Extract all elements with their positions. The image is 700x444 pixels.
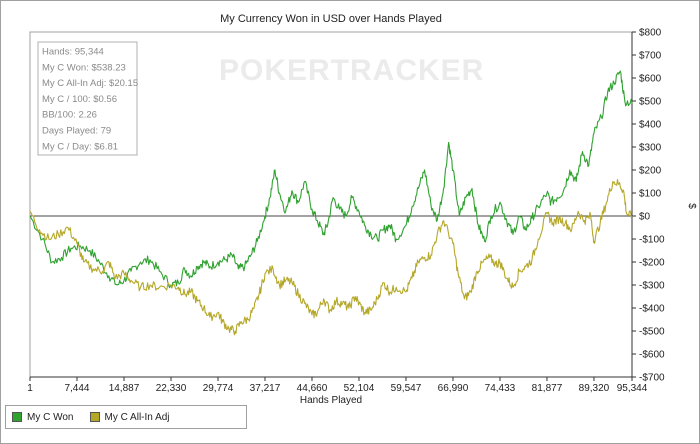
stats-line: Days Played: 79 <box>42 126 111 137</box>
x-tick-label: 59,547 <box>391 383 422 394</box>
y-tick-label: -$700 <box>639 373 665 384</box>
x-tick-label: 81,877 <box>532 383 563 394</box>
stats-box <box>37 41 138 156</box>
x-tick-label: 66,990 <box>438 383 469 394</box>
y-tick-label: -$300 <box>639 281 665 292</box>
y-tick-label: -$400 <box>639 304 665 315</box>
y-tick-label: -$100 <box>639 235 665 246</box>
y-tick-label: $400 <box>639 120 662 131</box>
y-tick-label: $600 <box>639 74 662 85</box>
stats-line: My C / Day: $6.81 <box>42 141 118 152</box>
series-line-won <box>29 70 633 289</box>
y-tick-label: $500 <box>639 97 662 108</box>
y-tick-label: -$500 <box>639 327 665 338</box>
y-axis-label: $ <box>686 203 697 209</box>
x-tick-label: 44,660 <box>297 383 328 394</box>
stats-line: BB/100: 2.26 <box>42 110 97 121</box>
stats-line: My C / 100: $0.56 <box>42 94 117 105</box>
legend-item-allin-adj[interactable]: My C All-In Adj <box>89 411 170 423</box>
y-tick-label: -$200 <box>639 258 665 269</box>
x-tick-label: 74,433 <box>485 383 516 394</box>
stats-line: Hands: 95,344 <box>42 47 104 58</box>
x-tick-label: 22,330 <box>156 383 187 394</box>
y-tick-label: $800 <box>639 28 662 39</box>
legend-label-won: My C Won <box>27 411 74 423</box>
x-tick-label: 1 <box>27 383 33 394</box>
legend-swatch-won <box>12 412 22 422</box>
stats-line: My C All-In Adj: $20.15 <box>42 78 138 89</box>
y-tick-label: $100 <box>639 189 662 200</box>
stats-line: My C Won: $538.23 <box>42 62 126 73</box>
x-tick-label: 14,887 <box>109 383 140 394</box>
x-tick-label: 89,320 <box>579 383 610 394</box>
chart-title: My Currency Won in USD over Hands Played <box>220 13 442 25</box>
x-tick-label: 7,444 <box>64 383 89 394</box>
watermark-logo: POKERTRACKER <box>219 54 484 87</box>
y-tick-label: $700 <box>639 51 662 62</box>
x-tick-label: 52,104 <box>344 383 375 394</box>
x-axis-label: Hands Played <box>300 395 362 406</box>
legend-swatch-allin-adj <box>89 412 100 422</box>
y-tick-label: $300 <box>639 143 662 154</box>
x-tick-label: 37,217 <box>250 383 281 394</box>
x-tick-label: 95,344 <box>617 383 648 394</box>
chart-legend: My C Won My C All-In Adj <box>5 405 247 429</box>
y-tick-label: -$600 <box>639 350 665 361</box>
y-tick-label: $200 <box>639 166 662 177</box>
legend-item-won[interactable]: My C Won <box>12 412 74 423</box>
y-tick-label: $0 <box>639 212 651 223</box>
x-tick-label: 29,774 <box>203 383 234 394</box>
legend-label-allin-adj: My C All-In Adj <box>104 411 170 423</box>
series-line-allin-adj <box>29 178 633 336</box>
